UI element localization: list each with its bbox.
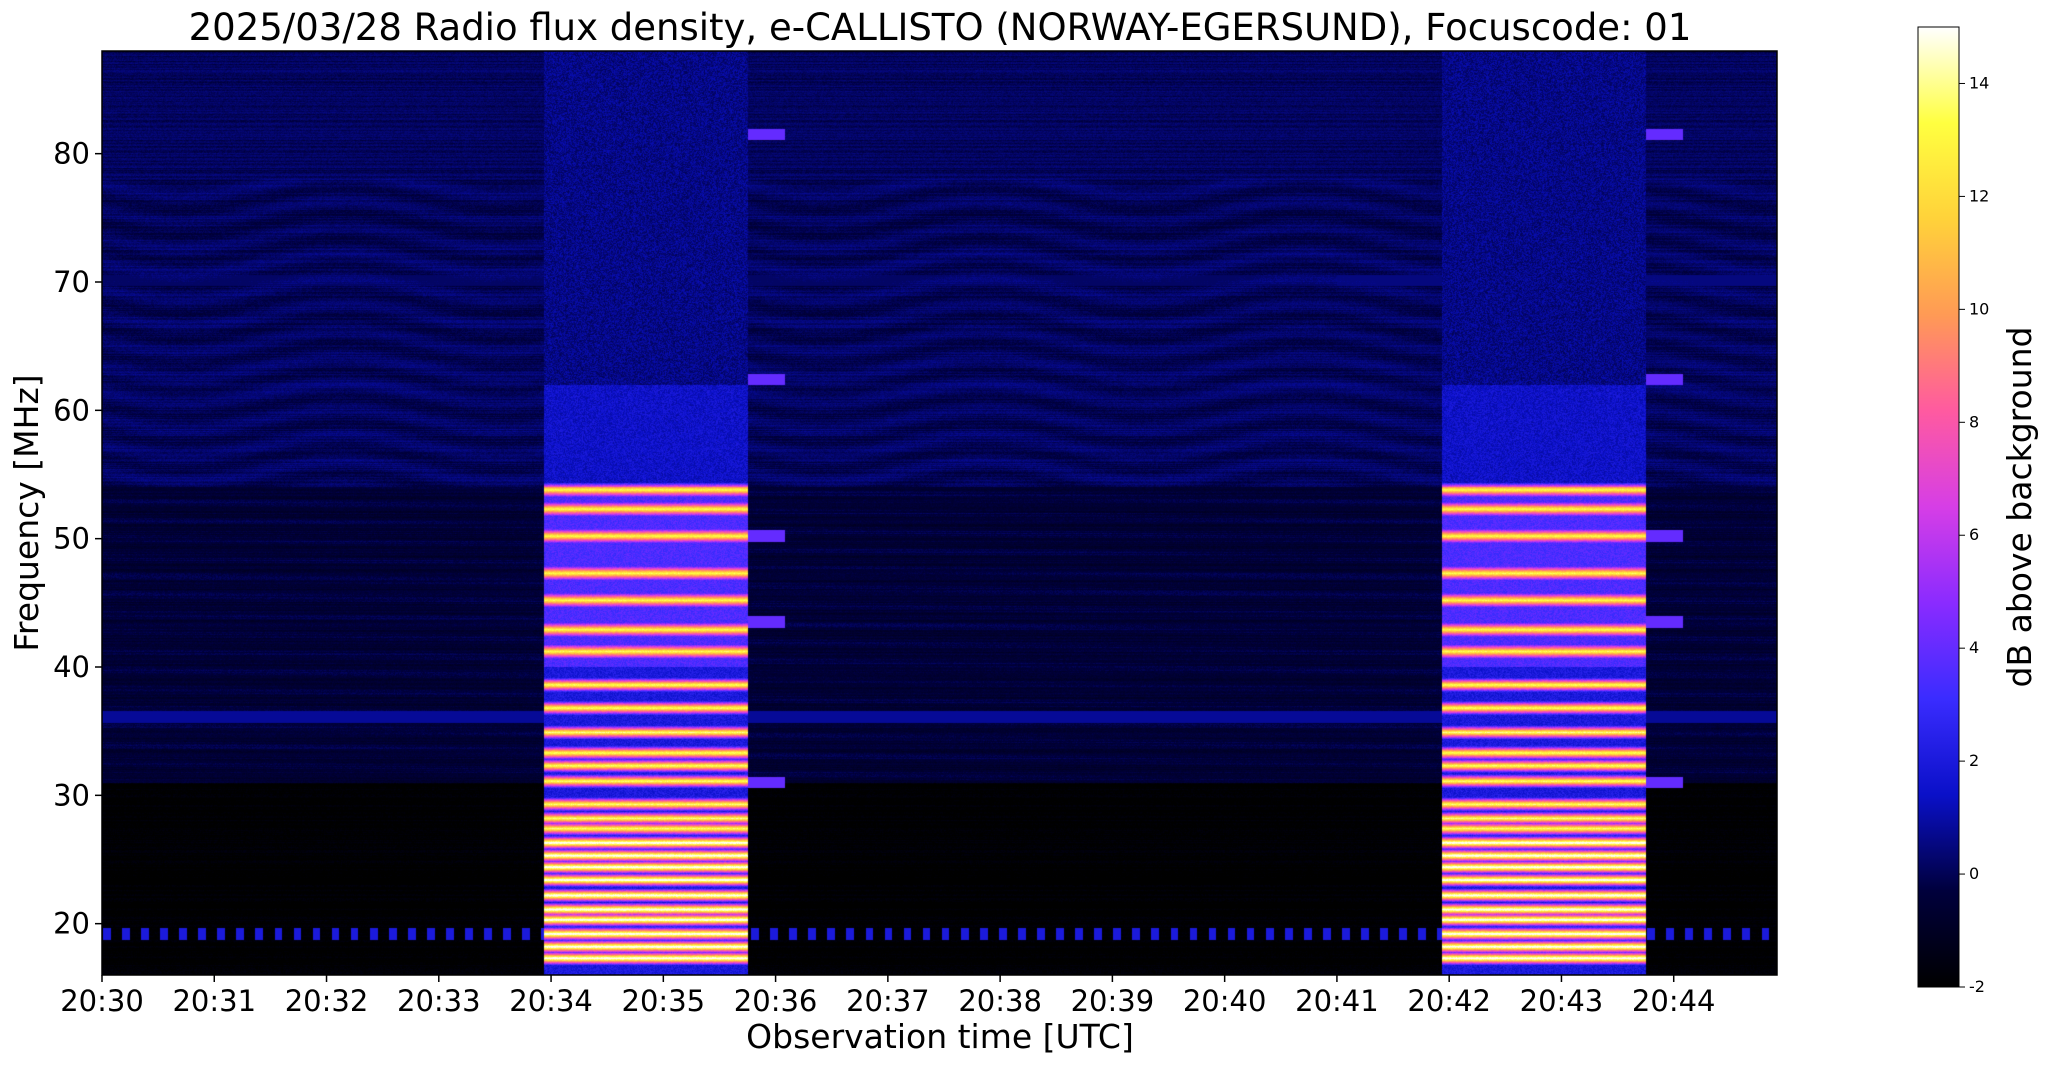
colorbar-tick-label: 8 <box>1969 412 1979 431</box>
y-tick-label: 50 <box>53 522 90 556</box>
colorbar-tick-label: -2 <box>1969 977 1985 996</box>
y-tick-label: 60 <box>53 393 90 427</box>
heatmap-canvas <box>102 51 1777 975</box>
x-tick-label: 20:32 <box>285 984 369 1018</box>
heatmap-plot-area <box>101 50 1778 976</box>
y-tick-label: 20 <box>53 907 90 941</box>
x-tick-label: 20:41 <box>1295 984 1379 1018</box>
colorbar-tick-label: 4 <box>1969 638 1979 657</box>
x-tick-label: 20:31 <box>172 984 256 1018</box>
x-tick-label: 20:39 <box>1071 984 1155 1018</box>
y-tick-label: 30 <box>53 778 90 812</box>
colorbar-label: dB above background <box>2000 327 2039 688</box>
colorbar-tick-label: 14 <box>1969 73 1989 92</box>
y-tick-label: 70 <box>53 265 90 299</box>
colorbar-tick-label: 12 <box>1969 186 1989 205</box>
x-tick-label: 20:43 <box>1520 984 1604 1018</box>
x-tick-label: 20:36 <box>734 984 818 1018</box>
colorbar: -2 0 2 4 6 8 10 12 14 dB above background <box>1917 26 2039 996</box>
chart-title: 2025/03/28 Radio flux density, e-CALLIST… <box>189 6 1692 49</box>
x-tick-label: 20:35 <box>622 984 706 1018</box>
x-axis-label: Observation time [UTC] <box>746 1017 1134 1056</box>
x-tick-label: 20:38 <box>958 984 1042 1018</box>
x-tick-label: 20:44 <box>1632 984 1716 1018</box>
colorbar-tick-label: 0 <box>1969 864 1979 883</box>
colorbar-tick-label: 6 <box>1969 525 1979 544</box>
x-tick-label: 20:30 <box>60 984 144 1018</box>
x-tick-label: 20:42 <box>1407 984 1491 1018</box>
y-axis-ticks: 20 30 40 50 60 70 80 <box>53 137 102 941</box>
colorbar-tick-label: 2 <box>1969 751 1979 770</box>
colorbar-ticks: -2 0 2 4 6 8 10 12 14 <box>1959 73 1989 996</box>
colorbar-tick-label: 10 <box>1969 299 1989 318</box>
x-tick-label: 20:37 <box>846 984 930 1018</box>
x-axis-ticks: 20:30 20:31 20:32 20:33 20:34 20:35 20:36 20:37… <box>60 975 1716 1018</box>
plot-frame <box>101 50 1778 976</box>
y-tick-label: 40 <box>53 650 90 684</box>
x-tick-label: 20:34 <box>509 984 593 1018</box>
y-axis-label: Frequency [MHz] <box>7 374 46 651</box>
x-tick-label: 20:33 <box>397 984 481 1018</box>
colorbar-gradient <box>1917 26 1960 988</box>
x-tick-label: 20:40 <box>1183 984 1267 1018</box>
y-tick-label: 80 <box>53 137 90 171</box>
